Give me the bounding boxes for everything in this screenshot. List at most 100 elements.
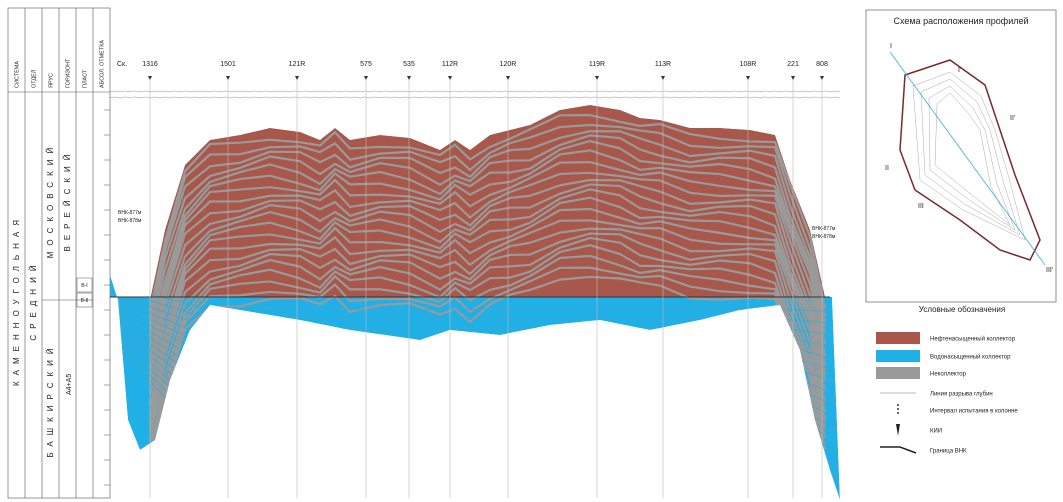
non-reservoir-band bbox=[148, 236, 827, 433]
well-label: 120R bbox=[500, 61, 517, 68]
legend-swatch bbox=[876, 367, 920, 379]
field-outline bbox=[899, 59, 1041, 261]
section-body bbox=[110, 105, 840, 500]
system-label: КАМЕННОУГОЛЬНАЯ bbox=[12, 214, 21, 386]
non-reservoir-band bbox=[148, 219, 827, 417]
header-label: АБСОЛ. ОТМЕТКА bbox=[100, 40, 106, 88]
non-reservoir-band bbox=[148, 183, 827, 379]
depth-break-line bbox=[109, 96, 841, 99]
well-label: 1501 bbox=[220, 61, 236, 68]
depth-break-line bbox=[109, 90, 841, 93]
legend-label: Линия разрыва глубин bbox=[930, 392, 993, 398]
bed-box bbox=[76, 292, 93, 308]
header-label: ПЛАСТ bbox=[83, 69, 89, 88]
non-reservoir-band bbox=[148, 130, 827, 325]
well-marker bbox=[595, 76, 599, 80]
non-reservoir-band bbox=[148, 178, 827, 374]
owc-label: ВНК-878м bbox=[812, 234, 836, 240]
owc-label: ВНК-877м bbox=[812, 226, 836, 232]
well-label: 121R bbox=[289, 61, 306, 68]
legend-swatch bbox=[896, 424, 900, 436]
well-label: 221 bbox=[787, 61, 799, 68]
profile-label: III' bbox=[1046, 267, 1053, 274]
well-label: 1316 bbox=[142, 61, 158, 68]
well-marker bbox=[226, 76, 230, 80]
profile-label: II' bbox=[1010, 115, 1015, 122]
non-reservoir-band bbox=[148, 254, 827, 453]
non-reservoir-band bbox=[148, 139, 827, 337]
contour bbox=[934, 92, 1011, 226]
non-reservoir-band bbox=[148, 275, 827, 472]
well-marker bbox=[820, 76, 824, 80]
header-label: СИСТЕМА bbox=[15, 61, 21, 88]
well-label: 535 bbox=[403, 61, 415, 68]
bed-label: В-I bbox=[81, 283, 87, 289]
non-reservoir-band bbox=[148, 188, 827, 385]
well-marker bbox=[448, 76, 452, 80]
non-reservoir-band bbox=[148, 196, 827, 395]
legend-label: Нефтенасыщенный коллектор bbox=[930, 336, 1016, 343]
bed-label: В-II bbox=[81, 298, 89, 304]
stratigraphic-columns bbox=[7, 7, 111, 499]
well-marker bbox=[506, 76, 510, 80]
legend-label: Граница ВНК bbox=[930, 449, 967, 455]
non-reservoir-band bbox=[148, 161, 827, 359]
contour bbox=[912, 71, 1026, 241]
legend-label: Интервал испытания в колонне bbox=[930, 409, 1018, 415]
profile-label: III bbox=[918, 203, 924, 210]
well-marker bbox=[295, 76, 299, 80]
well-marker bbox=[407, 76, 411, 80]
legend-swatch bbox=[876, 332, 920, 344]
well-label: 108R bbox=[740, 61, 757, 68]
well-label: 575 bbox=[360, 61, 372, 68]
owc-label: ВНК-878м bbox=[118, 218, 142, 224]
legend-label: Водонасыщенный коллектор bbox=[930, 354, 1011, 361]
well-label: 113R bbox=[655, 61, 671, 68]
water-band bbox=[110, 283, 840, 313]
horizon-label: ВЕРЕЙСКИЙ bbox=[63, 148, 72, 251]
header-label: ОТДЕЛ bbox=[32, 69, 38, 88]
non-reservoir-band bbox=[148, 232, 827, 428]
well-label: 112R bbox=[442, 61, 458, 68]
horizon-label: А4+А5 bbox=[66, 374, 73, 395]
non-reservoir-band bbox=[148, 114, 827, 312]
well-marker bbox=[364, 76, 368, 80]
well-marker bbox=[746, 76, 750, 80]
water-band bbox=[110, 287, 840, 325]
non-reservoir-band bbox=[148, 266, 827, 464]
bed-box bbox=[76, 277, 93, 293]
well-label: 119R bbox=[589, 61, 605, 68]
legend-label: КИИ bbox=[930, 429, 942, 435]
header-label: ЯРУС bbox=[49, 73, 55, 88]
division-label: СРЕДНИЙ bbox=[29, 259, 38, 340]
well-label: Ск. bbox=[117, 61, 127, 68]
non-reservoir-band bbox=[148, 244, 827, 442]
inset-frame bbox=[865, 9, 1057, 303]
non-reservoir-band bbox=[148, 134, 827, 330]
non-reservoir-band bbox=[148, 149, 827, 348]
header-label: ГОРИЗОНТ bbox=[66, 58, 72, 88]
profile-label: II bbox=[885, 165, 889, 172]
non-reservoir-band bbox=[148, 207, 827, 406]
non-reservoir-band bbox=[148, 227, 827, 423]
well-marker bbox=[661, 76, 665, 80]
legend-label: Неколлектор bbox=[930, 372, 967, 378]
contour bbox=[920, 78, 1021, 236]
well-label: 808 bbox=[816, 61, 828, 68]
legend-swatch bbox=[876, 350, 920, 362]
inset-title: Схема расположения профилей bbox=[893, 16, 1028, 26]
profile-label: I bbox=[890, 43, 892, 50]
stage-label: МОСКОВСКИЙ bbox=[46, 142, 55, 258]
profile-label: I' bbox=[958, 67, 961, 74]
water-band bbox=[110, 291, 840, 337]
contour bbox=[928, 85, 1016, 231]
non-reservoir-band bbox=[148, 123, 827, 320]
legend-title: Условные обозначения bbox=[919, 305, 1005, 314]
profile-line bbox=[889, 51, 1046, 266]
stage-label: БАШКИРСКИЙ bbox=[46, 342, 55, 457]
legend-swatch bbox=[880, 446, 917, 454]
owc-label: ВНК-877м bbox=[118, 210, 142, 216]
well-marker bbox=[148, 76, 152, 80]
